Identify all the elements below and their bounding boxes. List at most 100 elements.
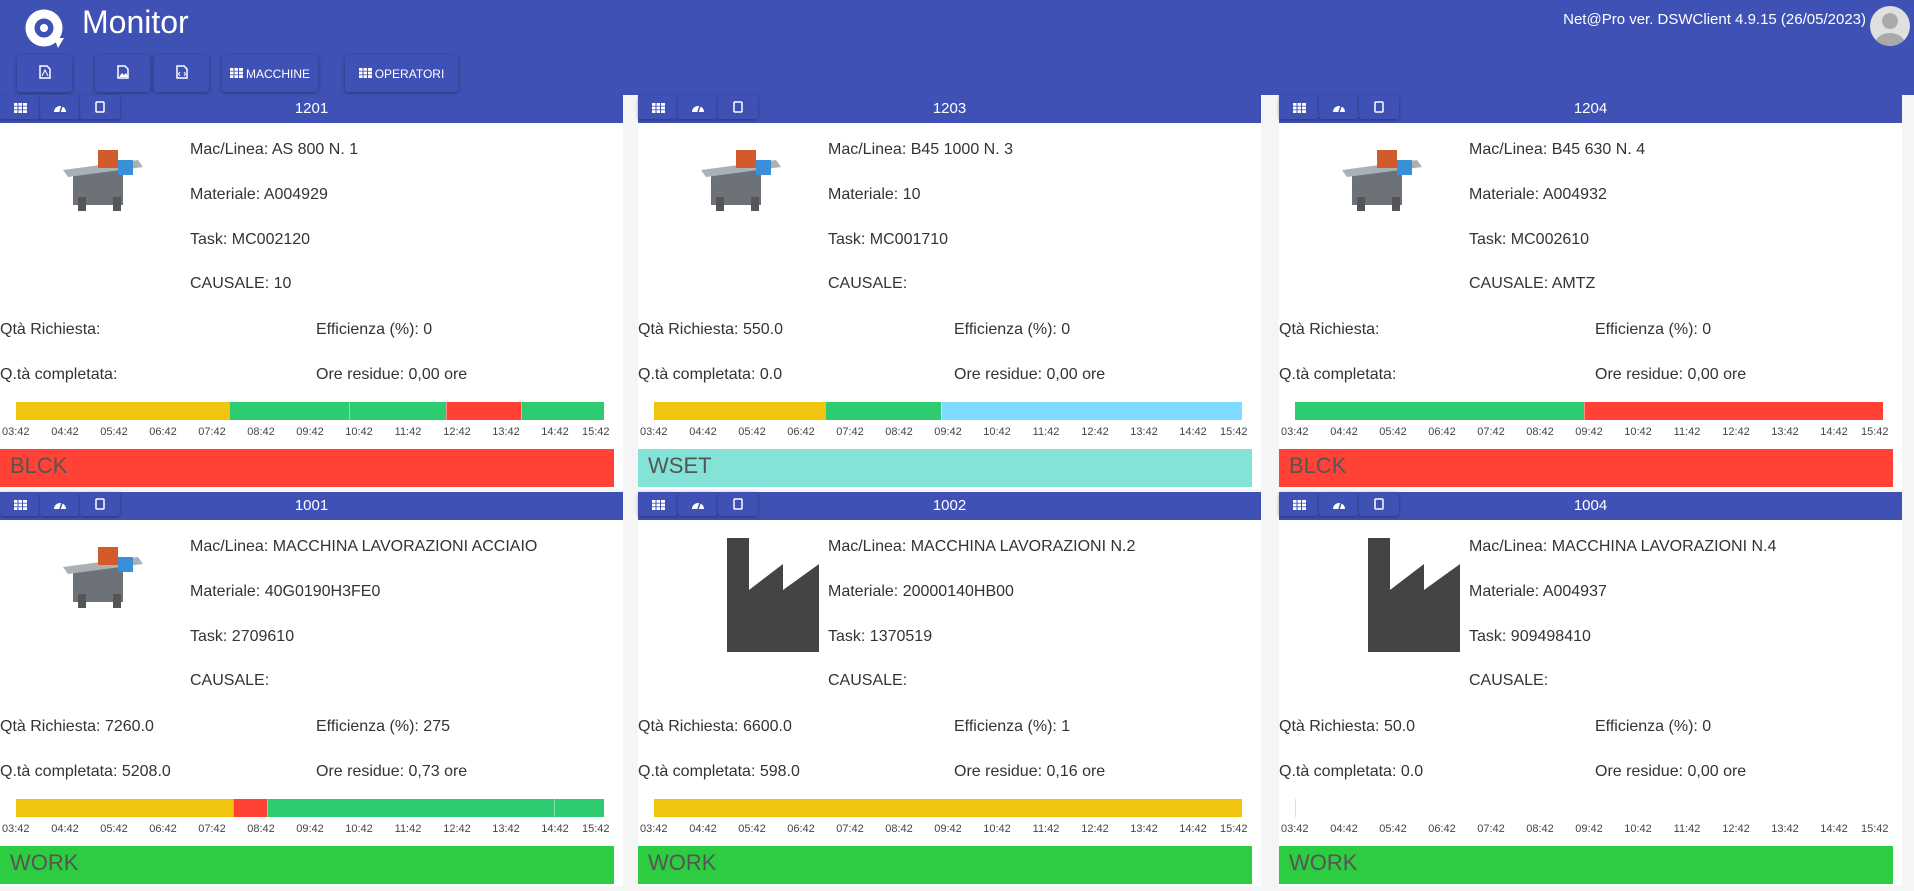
timeline-tick-label: 03:42 xyxy=(2,426,30,438)
timeline-tick-label: 12:42 xyxy=(1081,823,1109,835)
task-label: Task: xyxy=(190,231,232,248)
timeline-segment xyxy=(16,402,230,420)
timeline-tick-label: 13:42 xyxy=(1130,426,1158,438)
machine-image xyxy=(58,135,188,235)
qcomp-value: 0.0 xyxy=(759,366,783,383)
timeline-bar xyxy=(16,799,604,817)
timeline-tick-label: 03:42 xyxy=(1281,823,1309,835)
mac-field: Mac/Linea: B45 1000 N. 3 xyxy=(828,141,1013,159)
tablet-view-button[interactable] xyxy=(80,95,120,119)
ore-label: Ore residue: xyxy=(1595,366,1688,383)
user-avatar[interactable] xyxy=(1870,6,1910,46)
timeline-tick-label: 11:42 xyxy=(1673,823,1701,835)
tablet-view-button[interactable] xyxy=(1359,95,1399,119)
tablet-view-button[interactable] xyxy=(80,492,120,516)
eff-label: Efficienza (%): xyxy=(954,321,1062,338)
tablet-view-button[interactable] xyxy=(718,492,758,516)
timeline-tick-label: 07:42 xyxy=(198,426,226,438)
timeline-bar xyxy=(654,402,1242,420)
ore-field: Ore residue: 0,73 ore xyxy=(316,763,467,781)
mac-field: Mac/Linea: AS 800 N. 1 xyxy=(190,141,358,159)
tablet-view-button[interactable] xyxy=(718,95,758,119)
causale-field: CAUSALE: xyxy=(828,672,907,690)
task-value: MC002120 xyxy=(231,231,311,248)
gauge-view-button[interactable] xyxy=(678,492,718,516)
pdf-file-export-button[interactable] xyxy=(17,55,72,92)
timeline-tick-label: 06:42 xyxy=(787,823,815,835)
timeline-tick-label: 10:42 xyxy=(345,823,373,835)
grid-view-button[interactable] xyxy=(638,95,678,119)
mat-label: Materiale: xyxy=(190,583,265,600)
eff-field: Efficienza (%): 0 xyxy=(1595,718,1711,736)
pdf-file-icon xyxy=(38,65,51,82)
timeline-tick-label: 15:42 xyxy=(1219,823,1248,835)
machine-card: 1001 Mac/Linea: MACCHINA LAVORAZIONI ACCI… xyxy=(0,492,623,886)
timeline-tick-label: 09:42 xyxy=(934,426,962,438)
mac-value: B45 630 N. 4 xyxy=(1551,141,1646,158)
timeline-tick-label: 12:42 xyxy=(1081,426,1109,438)
timeline-segment xyxy=(554,799,604,817)
timeline-segment xyxy=(824,402,942,420)
timeline-bar xyxy=(16,402,604,420)
causale-label: CAUSALE: xyxy=(190,672,270,689)
timeline-tick-label: 03:42 xyxy=(640,823,668,835)
timeline-tick-label: 05:42 xyxy=(738,426,766,438)
task-field: Task: MC002120 xyxy=(190,231,310,249)
gauge-view-button[interactable] xyxy=(40,492,80,516)
timeline-tick-label: 15:42 xyxy=(581,426,610,438)
qcomp-field: Q.tà completata: 598.0 xyxy=(638,763,800,781)
operatori-button[interactable]: OPERATORI xyxy=(345,55,458,92)
top-bar: Monitor Net@Pro ver. DSWClient 4.9.15 (2… xyxy=(0,0,1914,95)
qreq-label: Qtà Richiesta: xyxy=(1279,718,1384,735)
timeline-tick-label: 05:42 xyxy=(738,823,766,835)
grid-view-button[interactable] xyxy=(638,492,678,516)
timeline-tick-label: 04:42 xyxy=(1330,426,1358,438)
timeline-tick-label: 13:42 xyxy=(1771,426,1799,438)
mat-value: 10 xyxy=(902,186,921,203)
timeline-tick-label: 15:42 xyxy=(1860,823,1889,835)
gauge-view-button[interactable] xyxy=(678,95,718,119)
timeline-tick-label: 04:42 xyxy=(689,823,717,835)
grid-view-button[interactable] xyxy=(0,95,40,119)
gauge-icon xyxy=(53,98,67,117)
timeline-tick-label: 08:42 xyxy=(885,823,913,835)
timeline-tick-label: 10:42 xyxy=(983,823,1011,835)
task-label: Task: xyxy=(1469,231,1511,248)
grid-view-button[interactable] xyxy=(0,492,40,516)
code-file-export-button[interactable] xyxy=(154,55,209,92)
task-label: Task: xyxy=(828,231,870,248)
timeline-bar xyxy=(1295,799,1883,817)
card-header: 1203 xyxy=(638,95,1261,123)
card-header: 1004 xyxy=(1279,492,1902,520)
gauge-view-button[interactable] xyxy=(1319,492,1359,516)
image-file-export-button[interactable] xyxy=(95,55,150,92)
task-field: Task: MC002610 xyxy=(1469,231,1589,249)
eff-value: 0 xyxy=(1702,718,1712,735)
eff-value: 0 xyxy=(423,321,433,338)
timeline-bar xyxy=(1295,402,1883,420)
gauge-view-button[interactable] xyxy=(1319,95,1359,119)
machine-id: 1201 xyxy=(294,100,329,117)
macchine-button[interactable]: MACCHINE xyxy=(222,55,318,92)
qcomp-label: Q.tà completata: xyxy=(638,366,760,383)
qcomp-field: Q.tà completata: xyxy=(1279,366,1396,384)
qreq-field: Qtà Richiesta: 50.0 xyxy=(1279,718,1415,736)
timeline-tick-label: 13:42 xyxy=(1771,823,1799,835)
tablet-view-button[interactable] xyxy=(1359,492,1399,516)
qreq-field: Qtà Richiesta: xyxy=(0,321,100,339)
mat-value: 40G0190H3FE0 xyxy=(264,583,381,600)
eff-field: Efficienza (%): 275 xyxy=(316,718,450,736)
qcomp-label: Q.tà completata: xyxy=(638,763,760,780)
grid-view-button[interactable] xyxy=(1279,95,1319,119)
machine-card: 1201 Mac/Linea: AS 800 N. 1 Materiale: A00… xyxy=(0,95,623,489)
toolbar-button-label: OPERATORI xyxy=(374,66,445,81)
task-value: MC001710 xyxy=(869,231,949,248)
mac-field: Mac/Linea: MACCHINA LAVORAZIONI N.4 xyxy=(1469,538,1776,556)
qcomp-field: Q.tà completata: 0.0 xyxy=(638,366,782,384)
tablet-icon xyxy=(95,495,105,514)
qreq-label: Qtà Richiesta: xyxy=(638,321,743,338)
grid-view-button[interactable] xyxy=(1279,492,1319,516)
grid-icon xyxy=(13,98,27,117)
timeline-tick-label: 06:42 xyxy=(149,426,177,438)
gauge-view-button[interactable] xyxy=(40,95,80,119)
